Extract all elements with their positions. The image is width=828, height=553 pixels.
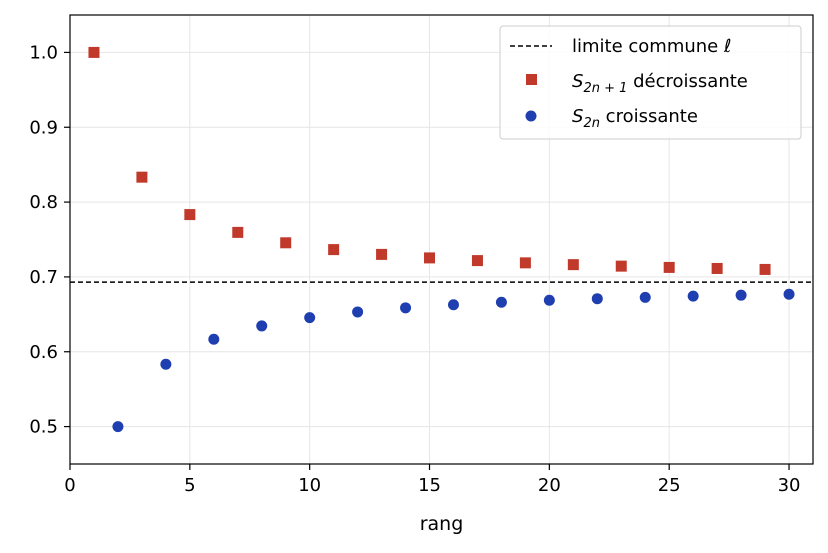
legend-even-label: S2n croissante — [572, 106, 698, 131]
even-series-point — [304, 312, 316, 324]
odd-series-point — [88, 46, 100, 58]
x-axis-label: rang — [420, 513, 464, 535]
y-tick-label: 1.0 — [29, 42, 58, 63]
legend-hline-label: limite commune ℓ — [572, 36, 731, 57]
legend: limite commune ℓ S2n + 1 décroissante S2… — [499, 25, 802, 140]
odd-series-point — [328, 244, 340, 256]
legend-odd-swatch — [526, 74, 537, 85]
x-tick-label: 5 — [184, 475, 195, 496]
legend-odd-symbol: S — [572, 71, 583, 92]
y-tick-label: 0.9 — [29, 117, 58, 138]
x-tick-label: 30 — [778, 475, 801, 496]
y-tick-label: 0.8 — [29, 192, 58, 213]
even-series-point — [112, 421, 124, 433]
odd-series-point — [711, 262, 723, 274]
even-series-point — [256, 320, 268, 332]
odd-series-point — [280, 237, 292, 249]
legend-odd-text: décroissante — [627, 71, 747, 92]
x-tick-label: 0 — [64, 475, 75, 496]
odd-series-point — [232, 226, 244, 238]
even-series-point — [783, 288, 795, 300]
legend-even-symbol: S — [572, 106, 583, 127]
even-series-point — [447, 299, 459, 311]
x-tick-label: 15 — [418, 475, 441, 496]
odd-series-point — [376, 248, 388, 260]
legend-odd-subscript: 2n + 1 — [583, 81, 627, 96]
odd-series-point — [184, 209, 196, 221]
legend-even-subscript: 2n — [583, 116, 600, 131]
even-series-point — [208, 333, 220, 345]
odd-series-point — [471, 255, 483, 267]
y-axis-ticks: 0.5 0.6 0.7 0.8 0.9 1.0 — [29, 42, 70, 438]
x-tick-label: 10 — [298, 475, 321, 496]
even-series-point — [160, 358, 172, 370]
even-series-point — [687, 290, 699, 302]
odd-series-point — [424, 252, 436, 264]
odd-series-point — [663, 261, 675, 273]
legend-even-swatch — [525, 110, 537, 122]
plot-frame — [69, 14, 814, 465]
legend-frame — [499, 25, 802, 140]
odd-series-point — [615, 260, 627, 272]
legend-even-text: croissante — [600, 106, 698, 127]
even-series-point — [400, 302, 412, 314]
even-series-point — [735, 289, 747, 301]
even-series-point — [543, 294, 555, 306]
y-tick-label: 0.6 — [29, 342, 58, 363]
odd-series-point — [136, 171, 148, 183]
even-series-point — [495, 296, 507, 308]
even-series-point — [352, 306, 364, 318]
grid — [69, 15, 813, 464]
odd-series-point — [567, 259, 579, 271]
even-series-point — [591, 293, 603, 305]
x-tick-label: 20 — [538, 475, 561, 496]
legend-odd-label: S2n + 1 décroissante — [572, 71, 748, 96]
odd-series-point — [759, 263, 771, 275]
odd-series-point — [519, 257, 531, 269]
y-tick-label: 0.7 — [29, 267, 58, 288]
even-series-point — [639, 291, 651, 303]
x-axis-ticks: 0 5 10 15 20 25 30 — [64, 464, 800, 496]
y-tick-label: 0.5 — [29, 417, 58, 438]
data-points — [88, 46, 795, 433]
x-tick-label: 25 — [658, 475, 681, 496]
